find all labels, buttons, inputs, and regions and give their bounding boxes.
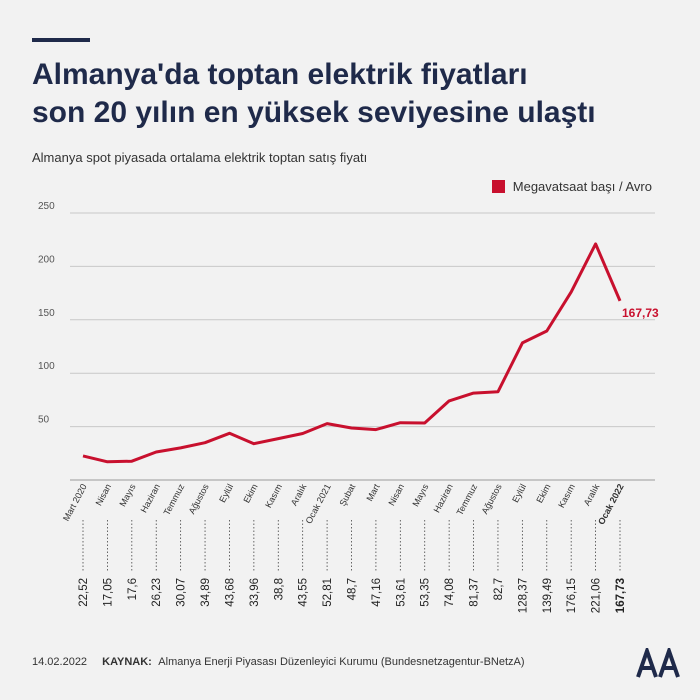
value-label: 43,55 xyxy=(298,578,310,607)
x-tick-label: Ağustos xyxy=(480,482,504,516)
value-label: 17,6 xyxy=(127,578,139,600)
x-tick-label: Ekim xyxy=(534,482,552,504)
value-label: 82,7 xyxy=(493,578,505,600)
y-tick-label: 100 xyxy=(38,361,55,372)
y-tick-label: 200 xyxy=(38,254,55,265)
x-tick-label: Nisan xyxy=(386,482,406,507)
legend-label: Megavatsaat başı / Avro xyxy=(512,179,652,194)
x-tick-label: Temmuz xyxy=(162,482,187,517)
footer-source-text: Almanya Enerji Piyasası Düzenleyici Kuru… xyxy=(158,656,525,668)
value-label: 81,37 xyxy=(469,578,481,607)
y-tick-label: 250 xyxy=(38,201,55,212)
value-label: 53,35 xyxy=(420,578,432,607)
value-label: 52,81 xyxy=(322,578,334,607)
series-line xyxy=(82,242,622,464)
value-label: 17,05 xyxy=(102,578,114,607)
x-tick-label: Ocak 2021 xyxy=(304,482,333,525)
x-tick-label: Kasım xyxy=(556,482,577,509)
y-tick-label: 50 xyxy=(38,415,50,426)
aa-logo-icon xyxy=(636,648,680,678)
value-label: 26,23 xyxy=(151,578,163,607)
value-label: 22,52 xyxy=(78,578,90,607)
value-label: 30,07 xyxy=(176,578,188,607)
x-tick-label: Ocak 2022 xyxy=(596,482,626,526)
footer-date: 14.02.2022 xyxy=(32,656,88,668)
x-tick-label: Temmuz xyxy=(455,482,480,517)
value-label: 221,06 xyxy=(591,578,603,613)
legend-swatch xyxy=(491,180,505,193)
x-tick-label: Haziran xyxy=(139,482,162,514)
x-tick-label: Aralık xyxy=(582,482,602,507)
chart-title: Almanya'da toptan elektrik fiyatları son… xyxy=(32,56,672,132)
chart-subtitle: Almanya spot piyasada ortalama elektrik … xyxy=(32,150,368,165)
title-line-1: Almanya'da toptan elektrik fiyatları xyxy=(32,58,528,91)
x-tick-label: Eylül xyxy=(510,482,528,504)
x-tick-label: Haziran xyxy=(432,482,455,514)
x-tick-label: Mayıs xyxy=(410,482,430,508)
title-line-2: son 20 yılın en yüksek seviyesine ulaştı xyxy=(32,96,596,129)
value-label: 38,8 xyxy=(273,578,285,600)
footer-source-label: KAYNAK: xyxy=(102,656,152,668)
x-tick-label: Nisan xyxy=(94,482,114,507)
x-tick-label: Aralık xyxy=(289,482,309,507)
x-tick-label: Mayıs xyxy=(117,482,137,508)
value-label: 139,49 xyxy=(542,578,554,613)
x-tick-label: Ağustos xyxy=(187,482,211,516)
x-tick-label: Mart xyxy=(364,482,382,503)
x-tick-label: Ekim xyxy=(241,482,259,504)
value-label: 74,08 xyxy=(444,578,456,607)
x-tick-label: Eylül xyxy=(217,482,235,504)
x-tick-label: Şubat xyxy=(337,482,357,508)
footer: 14.02.2022 KAYNAK: Almanya Enerji Piyasa… xyxy=(32,656,525,668)
last-value-label: 167,73 xyxy=(622,306,659,320)
value-label: 43,68 xyxy=(224,578,236,607)
accent-bar xyxy=(32,38,90,42)
value-label: 34,89 xyxy=(200,578,212,607)
value-label: 128,37 xyxy=(517,578,529,613)
value-label: 53,61 xyxy=(395,578,407,607)
value-label: 33,96 xyxy=(249,578,261,607)
value-label: 176,15 xyxy=(566,578,578,613)
value-label: 48,7 xyxy=(347,578,359,600)
legend: Megavatsaat başı / Avro xyxy=(491,179,652,194)
value-label: 167,73 xyxy=(615,578,627,613)
x-tick-label: Mart 2020 xyxy=(61,482,89,522)
value-label: 47,16 xyxy=(371,578,383,607)
x-tick-label: Kasım xyxy=(263,482,284,509)
y-tick-label: 150 xyxy=(38,308,55,319)
